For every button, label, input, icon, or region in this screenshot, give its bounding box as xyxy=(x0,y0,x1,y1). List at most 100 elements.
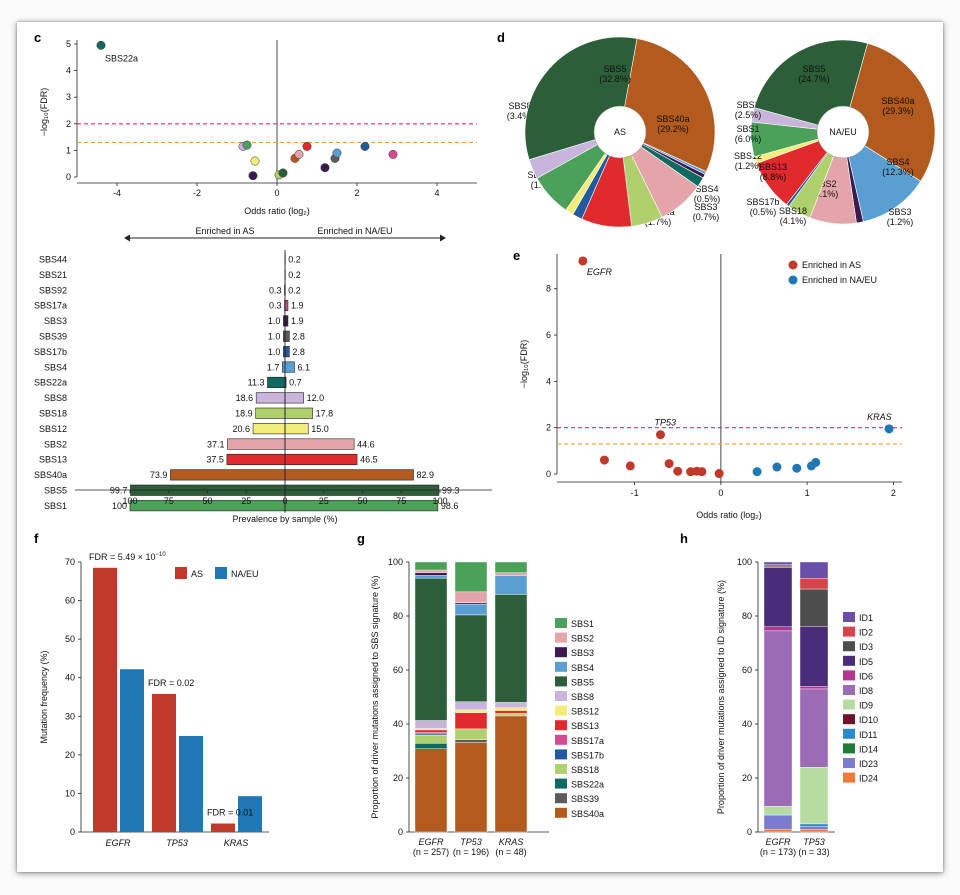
bar-naeu xyxy=(284,423,309,435)
scatter-point xyxy=(811,457,821,467)
x-tick-label: 100 xyxy=(432,496,447,506)
value-label-naeu: 0.2 xyxy=(288,255,301,265)
sample-size-label: (n = 257) xyxy=(413,847,449,857)
x-tick-label: 25 xyxy=(241,496,251,506)
y-tick-label: 2 xyxy=(66,119,71,129)
y-tick-label: 5 xyxy=(66,39,71,49)
legend-swatch xyxy=(555,661,567,672)
gene-label: EGFR xyxy=(587,267,613,277)
stack-segment xyxy=(414,729,448,733)
figure-card: c d e f g h 0 1 2 3 4 5 -4 -2 0 2 4 SBS22a Odds rati… xyxy=(17,22,943,872)
stack-segment xyxy=(763,630,793,807)
value-label-as: 1.0 xyxy=(268,316,281,326)
legend-swatch xyxy=(555,691,567,701)
value-label-as: 1.0 xyxy=(268,332,281,342)
scatter-point xyxy=(250,156,260,166)
legend-label: SBS17a xyxy=(571,736,604,746)
arrow-head-right xyxy=(440,234,446,242)
bar-as xyxy=(93,567,117,832)
category-label: TP53 xyxy=(460,837,482,847)
scatter-point xyxy=(752,467,762,477)
legend-swatch xyxy=(843,728,855,739)
x-tick-label: 0 xyxy=(282,496,287,506)
value-label-as: 20.6 xyxy=(233,424,251,434)
pie-hole xyxy=(593,105,647,159)
value-label-naeu: 0.7 xyxy=(289,378,302,388)
legend-label: SBS12 xyxy=(571,707,599,717)
slice-label: SBS4 xyxy=(886,157,909,167)
stack-segment xyxy=(763,564,793,567)
slice-label: SBS17b xyxy=(746,197,779,207)
legend-swatch xyxy=(843,758,855,768)
stack-segment xyxy=(414,733,448,736)
legend-swatch xyxy=(555,632,567,643)
slice-label: SBS8 xyxy=(508,101,531,111)
scatter-point xyxy=(664,459,674,469)
legend-label: SBS40a xyxy=(571,809,604,819)
legend-swatch xyxy=(555,807,567,818)
stack-segment xyxy=(414,728,448,731)
stack-segment xyxy=(454,709,488,713)
value-label-as: 11.3 xyxy=(248,378,265,388)
stack-segment xyxy=(454,602,488,605)
bar-as xyxy=(227,438,286,450)
category-label: SBS39 xyxy=(39,332,67,342)
y-tick-label: 20 xyxy=(65,750,75,760)
slice-percent: (24.7%) xyxy=(798,74,830,84)
bar-naeu xyxy=(284,330,290,342)
category-label: EGFR xyxy=(765,837,791,847)
sample-size-label: (n = 33) xyxy=(798,847,829,857)
value-label-naeu: 6.1 xyxy=(297,362,310,372)
bar-naeu xyxy=(284,392,304,404)
legend-label: ID23 xyxy=(859,759,878,769)
slice-percent: (29.3%) xyxy=(882,106,914,116)
stack-segment xyxy=(414,569,448,573)
legend-label: Enriched in NA/EU xyxy=(802,275,877,285)
stack-segment xyxy=(454,728,488,740)
legend-swatch xyxy=(555,618,567,628)
slice-percent: (12.3%) xyxy=(882,167,914,177)
y-tick-label: 70 xyxy=(65,557,75,567)
y-tick-label: 60 xyxy=(742,665,752,675)
legend-label: ID5 xyxy=(859,657,873,667)
value-label-as: 0.3 xyxy=(269,285,282,295)
legend-swatch xyxy=(843,743,855,754)
panel-label-e: e xyxy=(513,248,520,263)
value-label-naeu: 99.3 xyxy=(442,486,460,496)
prevalence-bar-chart-c: Enriched in AS Enriched in NA/EU SBS44 0.2 S… xyxy=(34,226,492,524)
fdr-exponent: −10 xyxy=(156,552,167,558)
y-tick-label: 40 xyxy=(65,673,75,683)
stack-segment xyxy=(763,815,793,830)
category-label: EGFR xyxy=(105,838,131,848)
value-label-naeu: 2.8 xyxy=(292,347,305,357)
y-tick-label: 10 xyxy=(65,788,75,798)
y-axis-label: −log₁₀(FDR) xyxy=(519,340,529,389)
x-tick-label: 4 xyxy=(434,188,439,198)
legend-label: SBS13 xyxy=(571,721,599,731)
bar-naeu xyxy=(120,669,144,832)
scatter-point xyxy=(242,140,252,150)
gene-label: TP53 xyxy=(655,418,677,428)
y-tick-label: 1 xyxy=(66,145,71,155)
stack-segment xyxy=(763,814,793,817)
pie-chart-as: SBS40a(29.2%)SBS4(0.5%)SBS3(0.7%)SBS22a(… xyxy=(507,36,720,228)
y-tick-label: 80 xyxy=(393,611,403,621)
category-label: SBS4 xyxy=(44,362,67,372)
y-tick-label: 4 xyxy=(66,66,71,76)
bar-as xyxy=(255,407,286,419)
legend-label: SBS1 xyxy=(571,619,594,629)
stack-segment xyxy=(799,686,829,690)
legend-label: ID8 xyxy=(859,686,873,696)
stack-segment xyxy=(494,710,528,714)
x-axis-label: Prevalence by sample (%) xyxy=(232,514,337,524)
stack-segment xyxy=(494,594,528,703)
bar-as xyxy=(226,453,286,466)
fdr-annotation: FDR = 5.49 × 10−10 xyxy=(89,552,166,562)
fdr-annotation: FDR = 0.01 xyxy=(207,808,253,818)
slice-percent: (0.5%) xyxy=(750,207,777,217)
stack-segment xyxy=(414,748,448,833)
stack-segment xyxy=(454,561,488,593)
stack-segment xyxy=(763,806,793,815)
stack-segment xyxy=(454,603,488,616)
legend-swatch xyxy=(555,647,567,658)
